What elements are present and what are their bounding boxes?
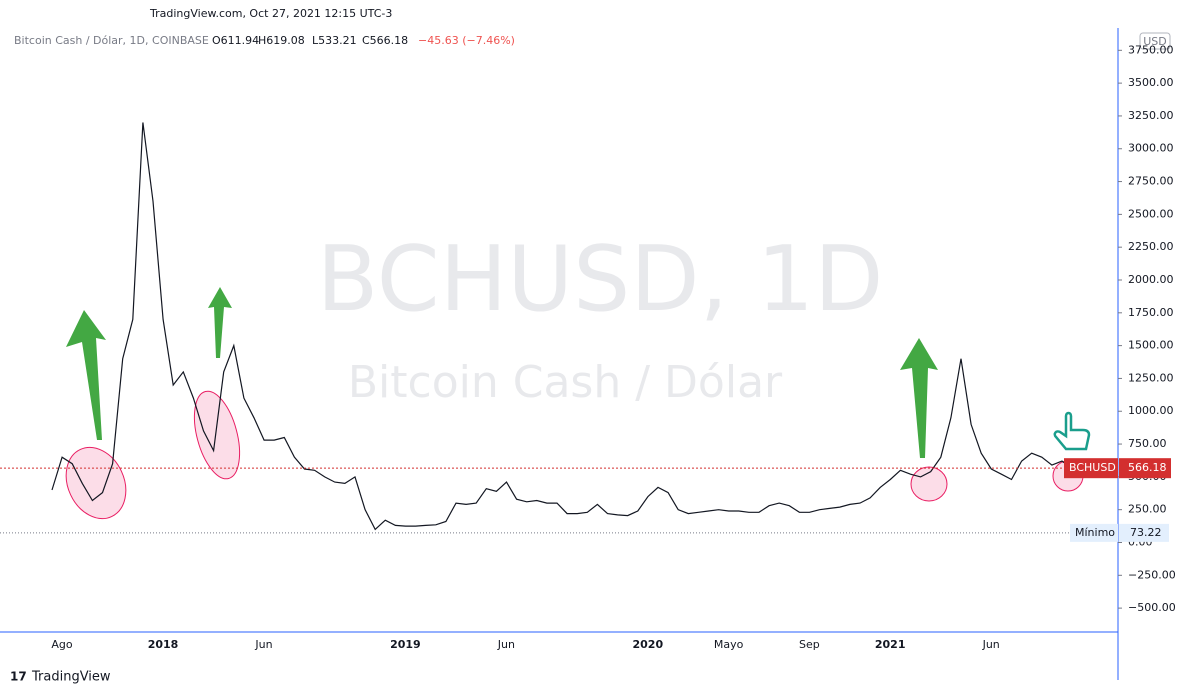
y-tick-label: 2500.00: [1128, 207, 1174, 220]
symbol-label-bg: [1064, 458, 1118, 479]
min-label: Mínimo: [1075, 526, 1115, 539]
y-tick-label: 2750.00: [1128, 175, 1174, 188]
ohlc-value: L533.21: [312, 34, 357, 47]
y-tick-label: −250.00: [1128, 568, 1176, 581]
x-tick-label: Jun: [254, 638, 272, 651]
x-tick-label: Jun: [497, 638, 515, 651]
y-tick-label: 750.00: [1128, 437, 1167, 450]
price-line: [51, 122, 1073, 531]
currency[interactable]: USD: [1143, 35, 1167, 48]
min-value-bg: [1119, 523, 1169, 542]
y-tick-label: 3500.00: [1128, 76, 1174, 89]
highlight-ellipse: [193, 390, 241, 480]
watermark: BCHUSD, 1D: [317, 227, 884, 332]
x-tick-label: Ago: [51, 638, 73, 651]
hand-icon: [1053, 411, 1091, 451]
last-price: 566.18: [1128, 461, 1167, 474]
ohlc-value: O611.94: [212, 34, 259, 47]
ohlc-value: H619.08: [258, 34, 305, 47]
hand: [1053, 411, 1091, 451]
x-tick-label: 2020: [632, 638, 663, 651]
last-price-bg: [1119, 458, 1171, 479]
y-tick-label: 1750.00: [1128, 306, 1174, 319]
up-arrow: [900, 338, 938, 458]
y-tick-label: 1250.00: [1128, 371, 1174, 384]
y-tick-label: 3250.00: [1128, 109, 1174, 122]
symbol-label: BCHUSD: [1069, 461, 1116, 474]
y-tick-label: 2000.00: [1128, 273, 1174, 286]
x-tick-label: 2021: [875, 638, 906, 651]
y-tick-label: 3750.00: [1128, 43, 1174, 56]
footer-logo: 17: [10, 670, 27, 684]
highlight-ellipse: [910, 466, 948, 502]
x-tick-label: 2019: [390, 638, 421, 651]
symbol-title: Bitcoin Cash / Dólar, 1D, COINBASE: [14, 34, 209, 47]
currency-box[interactable]: [1139, 32, 1171, 50]
y-tick-label: 3000.00: [1128, 142, 1174, 155]
footer-brand: TradingView: [31, 670, 111, 685]
y-tick-label: 2250.00: [1128, 240, 1174, 253]
up-arrow: [208, 287, 232, 358]
min-label-bg: [1070, 523, 1118, 542]
highlight-ellipse: [65, 446, 127, 520]
header: TradingView.com, Oct 27, 2021 12:15 UTC-…: [149, 7, 392, 20]
x-tick-label: 2018: [148, 638, 179, 651]
x-tick-label: Mayo: [714, 638, 744, 651]
arrows: [66, 287, 938, 458]
ohlc-value: −45.63 (−7.46%): [418, 34, 515, 47]
y-tick-label: 1500.00: [1128, 339, 1174, 352]
y-tick-label: 1000.00: [1128, 404, 1174, 417]
y-tick-label: −500.00: [1128, 601, 1176, 614]
y-tick-label: 250.00: [1128, 503, 1167, 516]
x-tick-label: Jun: [982, 638, 1000, 651]
min-value: 73.22: [1130, 526, 1162, 539]
ohlc-value: C566.18: [362, 34, 408, 47]
up-arrow: [66, 310, 106, 440]
watermark-subtitle: Bitcoin Cash / Dólar: [348, 357, 783, 408]
x-tick-label: Sep: [799, 638, 820, 651]
